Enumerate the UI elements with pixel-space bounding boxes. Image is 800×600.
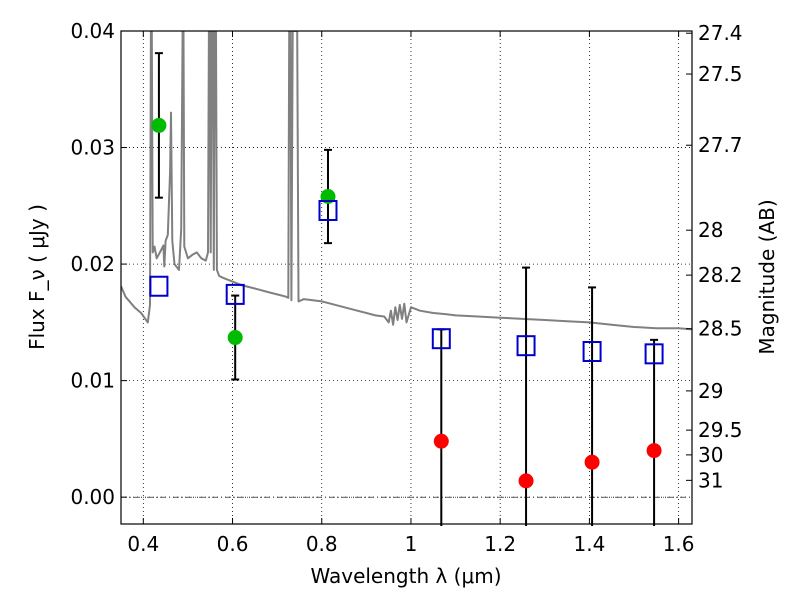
circle-marker <box>584 454 600 470</box>
axes: 0.4 0.6 0.8 1 1.2 1.4 1.6 0.00 0.01 0.02 0.03 0.04 2… <box>70 19 742 556</box>
open-square-marker <box>582 341 602 363</box>
circle-marker <box>151 117 167 133</box>
grid <box>121 30 692 524</box>
right-tick-label: 31 <box>698 468 723 492</box>
open-square-marker <box>318 199 338 221</box>
error-bars <box>154 52 659 526</box>
circle-marker <box>518 473 534 489</box>
open-square-marker <box>644 343 664 365</box>
x-tick-label: 0.8 <box>306 532 338 556</box>
template-spectrum <box>121 31 692 331</box>
right-tick-label: 28.5 <box>698 317 743 341</box>
x-tick-label: 1.2 <box>484 532 516 556</box>
open-square-marker <box>149 275 169 297</box>
x-tick-label: 1.4 <box>573 532 605 556</box>
right-axis-label: Magnitude (AB) <box>755 199 779 354</box>
y-tick-label: 0.03 <box>70 136 115 160</box>
template-curve-line <box>121 31 692 331</box>
x-tick-label: 0.4 <box>127 532 159 556</box>
right-tick-label: 28 <box>698 218 723 242</box>
data-markers <box>149 117 664 489</box>
right-tick-label: 28.2 <box>698 263 743 287</box>
circle-marker <box>646 443 662 459</box>
open-square-marker <box>225 283 245 305</box>
x-axis-label: Wavelength λ (μm) <box>310 564 501 588</box>
circle-marker <box>227 330 243 346</box>
x-tick-label: 0.6 <box>217 532 249 556</box>
y-tick-label: 0.02 <box>70 252 115 276</box>
right-tick-label: 29.5 <box>698 418 743 442</box>
y-tick-label: 0.01 <box>70 369 115 393</box>
y-axis-label: Flux F_ν ( μJy ) <box>25 204 49 350</box>
x-tick-label: 1 <box>405 532 418 556</box>
open-square-marker <box>516 335 536 357</box>
right-tick-label: 30 <box>698 443 723 467</box>
plot-frame <box>120 30 693 525</box>
right-tick-label: 27.7 <box>698 133 743 157</box>
circle-marker <box>433 433 449 449</box>
right-tick-label: 27.4 <box>698 21 743 45</box>
right-tick-label: 27.5 <box>698 62 743 86</box>
open-square-marker <box>431 328 451 350</box>
x-tick-label: 1.6 <box>663 532 695 556</box>
y-tick-label: 0.04 <box>70 19 115 43</box>
y-tick-label: 0.00 <box>70 485 115 509</box>
right-tick-label: 29 <box>698 379 723 403</box>
